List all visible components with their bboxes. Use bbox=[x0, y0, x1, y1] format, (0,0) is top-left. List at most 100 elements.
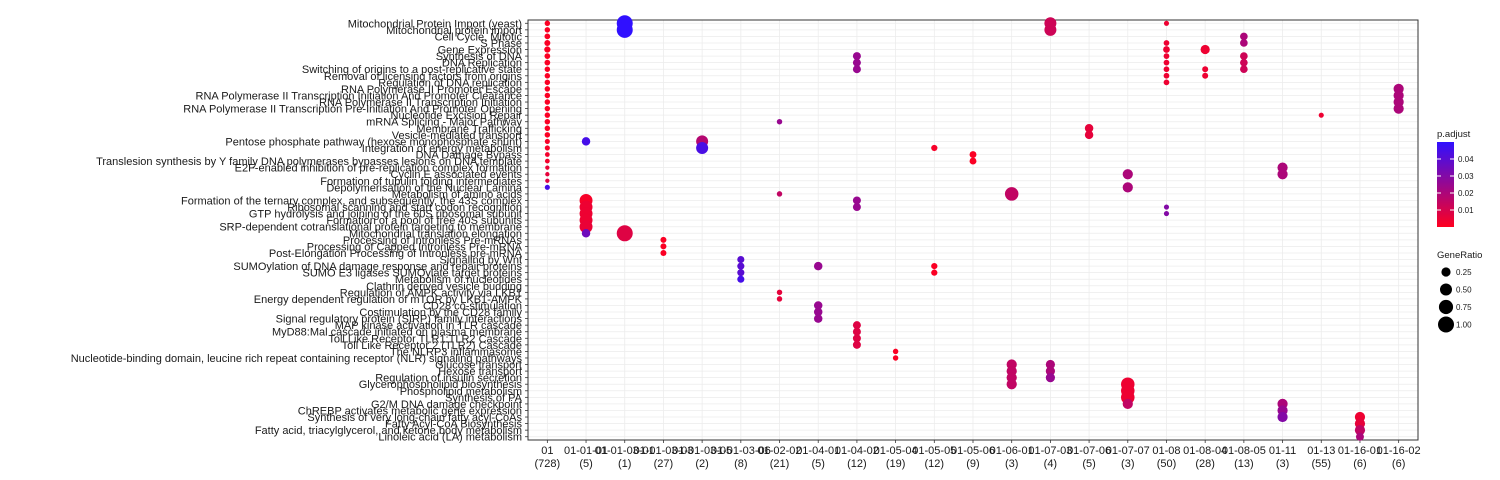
y-tick-label: Synthesis of very long-chain fatty acyl-… bbox=[307, 412, 522, 424]
dot bbox=[660, 236, 667, 243]
dot bbox=[737, 262, 745, 270]
y-tick-label: Ribosomal scanning and start codon recog… bbox=[287, 202, 522, 214]
dot bbox=[852, 203, 861, 212]
color-legend-ticks: 0.04 0.03 0.02 0.01 bbox=[1437, 155, 1474, 215]
y-tick-label: Fatty acid, triacylglycerol, and ketone … bbox=[255, 425, 522, 437]
dot bbox=[544, 105, 551, 112]
y-tick-label: Synthesis of PA bbox=[445, 392, 522, 404]
x-axis-cluster-labels: 01(728)01-01-01(5)01-01-03-01(1)01-01-03… bbox=[535, 440, 1421, 470]
x-tick-label: 01-06-01 bbox=[990, 445, 1034, 457]
dot bbox=[1045, 366, 1055, 376]
x-tick-label: 01-05-06 bbox=[951, 445, 995, 457]
size-legend-key bbox=[1438, 299, 1454, 315]
size-legend-label: 0.50 bbox=[1456, 286, 1472, 295]
dot bbox=[1044, 23, 1057, 36]
size-legend-keys: 0.25 0.50 0.75 1.00 bbox=[1438, 267, 1472, 333]
color-legend-title: p.adjust bbox=[1437, 129, 1471, 140]
y-tick-label: Vesicle-mediated transport bbox=[392, 130, 522, 142]
y-tick-label: SRP-dependent cotranslational protein ta… bbox=[219, 222, 522, 234]
y-tick-label: Mitochondrial protein import bbox=[386, 25, 522, 37]
y-tick-label: Cyclin E associated events bbox=[391, 169, 523, 181]
y-tick-label: Cell Cycle, Mitotic bbox=[435, 31, 523, 43]
dots bbox=[544, 15, 1404, 441]
y-tick-label: SUMO E3 ligases SUMOylate target protein… bbox=[303, 268, 523, 280]
dot bbox=[544, 86, 551, 92]
dot bbox=[544, 112, 551, 118]
dot bbox=[1318, 112, 1324, 118]
x-tick-count-label: (3) bbox=[1276, 458, 1289, 470]
y-tick-label: Toll Like Receptor TLR1:TLR2 Cascade bbox=[328, 333, 522, 345]
dot bbox=[852, 321, 861, 330]
dot bbox=[544, 46, 551, 53]
dot bbox=[1355, 432, 1364, 441]
dot bbox=[544, 152, 550, 157]
x-tick-count-label: (8) bbox=[734, 458, 747, 470]
y-tick-label: Mitochondrial Protein Import (yeast) bbox=[348, 18, 522, 30]
dot bbox=[1163, 204, 1170, 210]
grid-lines bbox=[528, 20, 1418, 440]
legend: p.adjust 0.04 0.03 0.02 0.01 GeneRatio 0.25… bbox=[1437, 129, 1482, 333]
y-tick-label: DNA Damage Bypass bbox=[416, 150, 523, 162]
dot bbox=[1122, 398, 1133, 410]
size-legend-label: 0.75 bbox=[1456, 303, 1472, 312]
y-tick-label: RNA Polymerase II Transcription Initiati… bbox=[319, 97, 522, 109]
color-legend-tick-label: 0.01 bbox=[1458, 206, 1474, 215]
dot bbox=[1122, 182, 1133, 193]
dot bbox=[1163, 46, 1170, 53]
dot bbox=[544, 132, 551, 138]
x-tick-label: 01-05-05 bbox=[912, 445, 956, 457]
x-tick-label: 01-13 bbox=[1307, 445, 1335, 457]
dot bbox=[1163, 72, 1170, 79]
x-tick-label: 01-01-03-06 bbox=[711, 445, 771, 457]
size-legend-key bbox=[1438, 316, 1454, 333]
dot bbox=[813, 301, 823, 310]
x-tick-label: 01-11 bbox=[1269, 445, 1296, 457]
y-tick-label: G2/M DNA damage checkpoint bbox=[371, 399, 522, 411]
y-tick-label: Glycerophospholipid biosynthesis bbox=[359, 379, 523, 391]
color-legend-tick-label: 0.02 bbox=[1458, 189, 1474, 198]
x-tick-label: 01-08 bbox=[1152, 445, 1180, 457]
dot bbox=[581, 229, 591, 238]
x-tick-count-label: (12) bbox=[925, 458, 945, 470]
dot bbox=[1202, 66, 1209, 73]
dot bbox=[544, 99, 551, 105]
dot bbox=[813, 307, 823, 317]
y-tick-label: Switching of origins to a post-replicati… bbox=[302, 64, 522, 76]
y-tick-label: Formation of the ternary complex, and su… bbox=[181, 195, 522, 207]
x-tick-label: 01-16-01 bbox=[1338, 445, 1382, 457]
dot bbox=[544, 118, 551, 125]
dot bbox=[1006, 379, 1017, 390]
dot bbox=[544, 73, 551, 79]
y-tick-label: Linoleic acid (LA) metabolism bbox=[378, 432, 522, 444]
dot bbox=[544, 66, 551, 72]
dot bbox=[1163, 53, 1170, 59]
dot bbox=[1277, 169, 1288, 180]
x-tick-label: 01-02-02 bbox=[757, 445, 801, 457]
y-tick-label: Costimulation by the CD28 family bbox=[359, 307, 522, 319]
y-tick-label: SUMOylation of DNA damage response and r… bbox=[233, 261, 522, 273]
dot bbox=[852, 52, 861, 61]
y-tick-label: Energy dependent regulation of mTOR by L… bbox=[254, 294, 523, 306]
dot bbox=[1354, 425, 1366, 436]
dot bbox=[544, 33, 551, 40]
y-tick-label: Phospholipid metabolism bbox=[400, 386, 522, 398]
x-tick-label: 01-07-07 bbox=[1106, 445, 1150, 457]
y-tick-label: Gene Expression bbox=[438, 45, 522, 57]
y-tick-label: CD28 co-stimulation bbox=[423, 300, 522, 312]
dot bbox=[616, 225, 633, 242]
y-tick-label: MAP kinase activation in TLR cascade bbox=[335, 320, 522, 332]
dot bbox=[852, 327, 861, 336]
dot bbox=[1240, 52, 1248, 60]
y-tick-label: RNA Polymerase II Promoter Escape bbox=[341, 84, 522, 96]
dot bbox=[813, 261, 823, 271]
dot bbox=[1163, 40, 1170, 46]
y-tick-label: DNA Replication bbox=[442, 58, 522, 70]
dot bbox=[1277, 411, 1288, 423]
size-legend-label: 0.25 bbox=[1456, 268, 1472, 277]
y-tick-label: Regulation of insulin secretion bbox=[375, 373, 522, 385]
dot bbox=[579, 220, 593, 234]
dot bbox=[852, 340, 861, 349]
dot bbox=[544, 27, 551, 33]
x-tick-count-label: (3) bbox=[1121, 458, 1134, 470]
x-tick-count-label: (5) bbox=[1082, 458, 1095, 470]
